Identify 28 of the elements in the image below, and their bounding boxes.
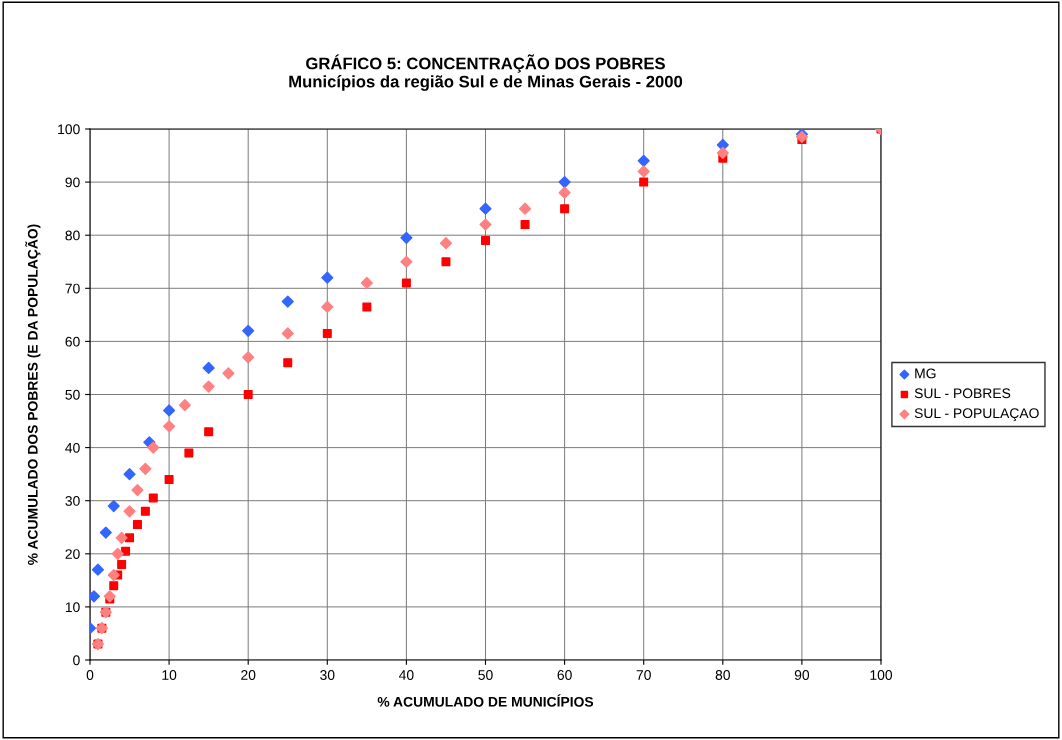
y-tick-label: 60 <box>65 336 80 347</box>
legend-label: MG <box>915 368 936 379</box>
y-tick-label: 50 <box>65 389 80 400</box>
x-tick-label: 20 <box>241 670 256 680</box>
x-tick-label: 10 <box>162 670 177 680</box>
y-axis-title: % ACUMULADO DOS POBRES (E DA POPULAÇÃO) <box>25 224 41 565</box>
y-tick-label: 40 <box>65 442 80 453</box>
chart-title: GRÁFICO 5: CONCENTRAÇÃO DOS POBRES Municípios da região Sul e de Minas Gerais - 2000 <box>289 54 683 91</box>
x-tick-label: 40 <box>399 670 414 680</box>
x-tick-label: 80 <box>715 670 730 680</box>
x-tick-label: 50 <box>478 670 493 680</box>
y-tick-label: 70 <box>65 283 80 294</box>
x-tick-label: 90 <box>794 670 810 680</box>
y-tick-label: 0 <box>73 655 80 666</box>
y-tick-label: 80 <box>65 230 80 241</box>
y-tick-label: 90 <box>65 177 80 188</box>
x-tick-label: 70 <box>636 670 651 680</box>
y-tick-label: 30 <box>65 496 80 506</box>
y-tick-label: 100 <box>58 124 80 135</box>
x-tick-label: 100 <box>870 670 893 680</box>
x-tick-label: 30 <box>320 670 335 680</box>
y-tick-label: 10 <box>65 602 80 613</box>
x-axis-title: % ACUMULADO DE MUNICÍPIOS <box>377 694 594 707</box>
legend-label: SUL - POBRES <box>914 388 1011 399</box>
y-tick-label: 20 <box>65 549 80 559</box>
x-tick-label: 0 <box>86 670 94 680</box>
legend-label: SUL - POPULAÇAO <box>914 408 1039 421</box>
x-tick-label: 60 <box>557 670 572 680</box>
